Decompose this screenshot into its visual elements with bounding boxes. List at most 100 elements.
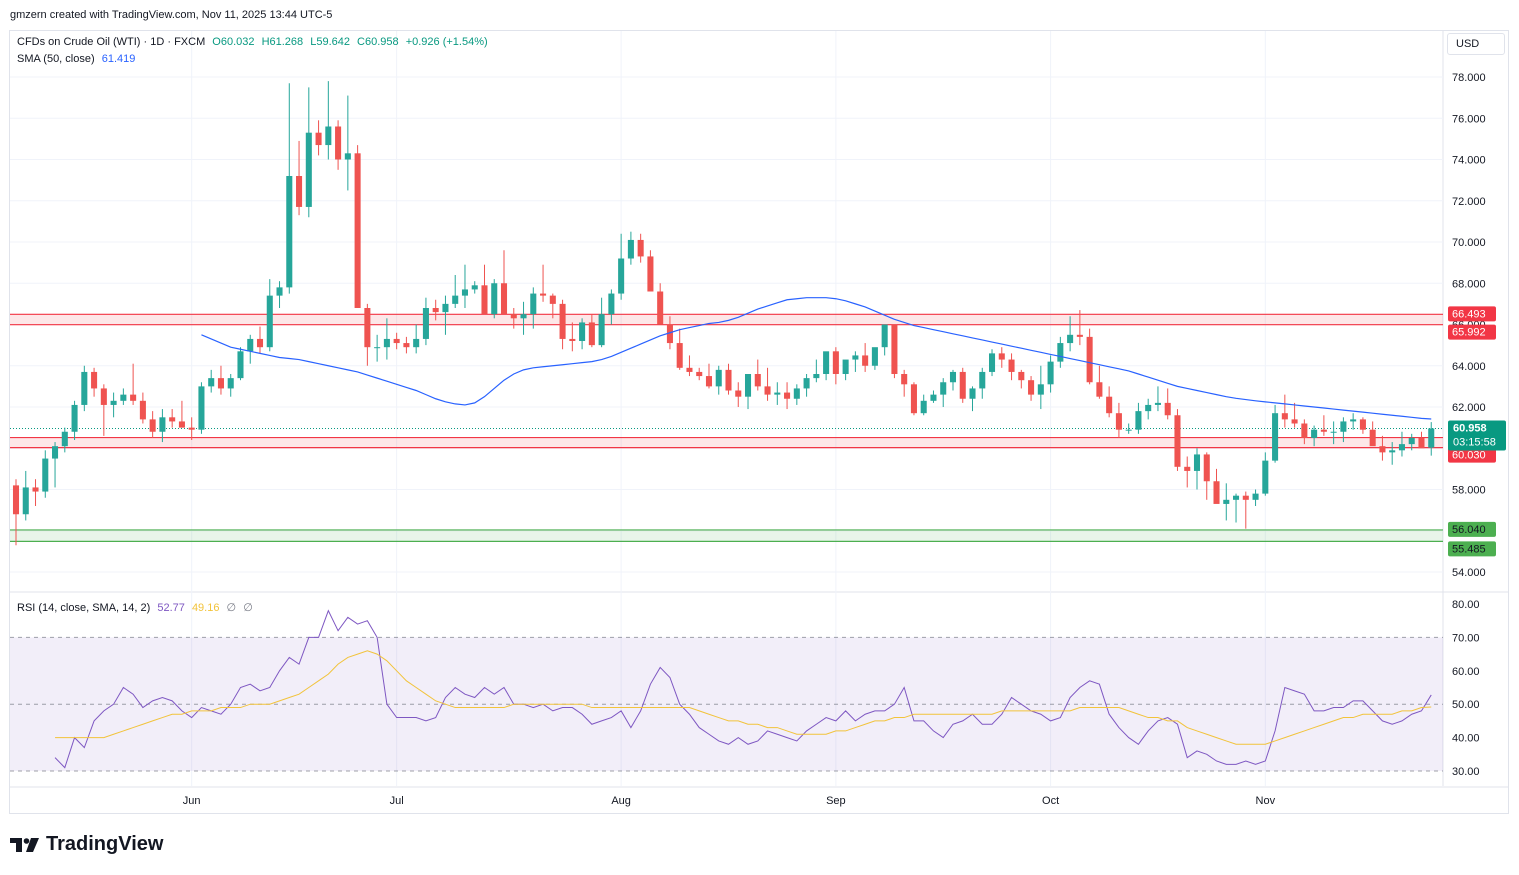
rsi-tick-label: 70.00 — [1452, 632, 1480, 644]
candle-body — [442, 303, 449, 313]
candle-body — [491, 283, 498, 315]
ohlc-legend[interactable]: CFDs on Crude Oil (WTI) · 1D · FXCM O60.… — [17, 36, 492, 48]
candle-body — [1213, 481, 1220, 504]
candle-body — [959, 371, 966, 399]
candle-body — [764, 386, 771, 395]
candle-body — [61, 431, 68, 447]
low-value: L59.642 — [310, 36, 350, 48]
candle-body — [1174, 415, 1181, 467]
candle-body — [940, 382, 947, 395]
last-price-label: 60.958 — [1453, 422, 1487, 434]
candle-body — [276, 287, 283, 296]
candle-body — [530, 293, 537, 315]
candle-body — [1164, 402, 1171, 416]
candle-body — [1359, 419, 1366, 430]
rsi-legend[interactable]: RSI (14, close, SMA, 14, 2) 52.77 49.16 … — [17, 601, 257, 614]
candle-body — [1115, 413, 1122, 430]
candle-body — [422, 308, 429, 339]
candle-body — [344, 153, 351, 160]
tradingview-logo: TradingView — [10, 833, 163, 856]
candle-body — [383, 338, 390, 348]
candle-body — [598, 314, 605, 346]
candle-body — [52, 446, 59, 459]
tradingview-logo-icon — [10, 837, 39, 852]
candle-body — [374, 347, 381, 349]
candle-body — [1086, 336, 1093, 383]
candle-body — [725, 369, 732, 391]
rsi-sma-line — [55, 650, 1432, 745]
candle-body — [579, 322, 586, 341]
sma-label[interactable]: SMA (50, close) — [17, 53, 95, 65]
time-tick-label: Sep — [826, 795, 846, 807]
candle-body — [481, 285, 488, 315]
candle-body — [1428, 428, 1435, 448]
resistance-zone — [10, 437, 1443, 448]
candle-body — [647, 256, 654, 292]
candle-body — [559, 303, 566, 339]
candle-body — [393, 338, 400, 344]
candle-body — [1135, 411, 1142, 430]
candle-body — [549, 295, 556, 304]
candle-body — [852, 355, 859, 360]
close-value: C60.958 — [357, 36, 399, 48]
high-value: H61.268 — [261, 36, 304, 48]
resistance-zone-price-tag — [1448, 447, 1496, 463]
candle-body — [618, 258, 625, 294]
support-zone-price-label: 55.485 — [1452, 543, 1486, 555]
support-zone — [10, 529, 1443, 542]
candle-body — [1008, 359, 1015, 372]
symbol-label[interactable]: CFDs on Crude Oil (WTI) · 1D · FXCM — [17, 36, 206, 48]
candle-body — [1350, 419, 1357, 422]
candle-body — [461, 289, 468, 296]
candle-body — [22, 487, 29, 515]
time-tick-label: Oct — [1042, 795, 1059, 807]
candle-body — [676, 343, 683, 368]
candle-body — [1330, 431, 1337, 433]
candle-body — [910, 384, 917, 414]
currency-selector[interactable]: USD — [1447, 33, 1505, 55]
candle-body — [188, 427, 195, 430]
rsi-sma-value: 49.16 — [191, 602, 220, 614]
candle-body — [1369, 429, 1376, 447]
candle-body — [100, 388, 107, 405]
candle-body — [871, 347, 878, 366]
candle-body — [149, 419, 156, 432]
candle-body — [1067, 334, 1074, 344]
resistance-zone-price-label: 66.493 — [1452, 308, 1486, 320]
candle-body — [91, 371, 98, 389]
chart-frame — [9, 30, 1509, 814]
candle-body — [217, 378, 224, 389]
candle-body — [1018, 371, 1025, 381]
candle-body — [1389, 450, 1396, 453]
candle-body — [1291, 419, 1298, 424]
candle-body — [1252, 493, 1259, 500]
candle-body — [979, 371, 986, 389]
sma-legend[interactable]: SMA (50, close) 61.419 — [17, 53, 139, 65]
candle-body — [286, 176, 293, 288]
candle-body — [998, 353, 1005, 360]
candle-body — [881, 324, 888, 348]
open-value: O60.032 — [212, 36, 255, 48]
candle-body — [71, 404, 78, 432]
candle-body — [735, 390, 742, 397]
candle-body — [208, 378, 215, 387]
rsi-label[interactable]: RSI (14, close, SMA, 14, 2) — [17, 602, 151, 614]
candle-body — [862, 355, 869, 366]
candle-body — [686, 367, 693, 372]
candle-body — [627, 239, 634, 259]
candle-body — [110, 400, 117, 405]
candle-body — [705, 376, 713, 387]
chart-caption: gmzern created with TradingView.com, Nov… — [10, 9, 333, 21]
candle-body — [666, 324, 673, 344]
time-tick-label: Aug — [611, 795, 631, 807]
candle-body — [1379, 446, 1386, 453]
resistance-zone-price-tag — [1448, 306, 1496, 322]
candle-body — [754, 374, 761, 387]
price-tick-label: 76.000 — [1452, 113, 1486, 125]
resistance-zone-price-tag — [1448, 324, 1496, 340]
candle-body — [1398, 444, 1405, 451]
support-zone-price-tag — [1448, 541, 1496, 557]
candle-body — [1193, 454, 1201, 471]
candle-body — [989, 353, 996, 372]
